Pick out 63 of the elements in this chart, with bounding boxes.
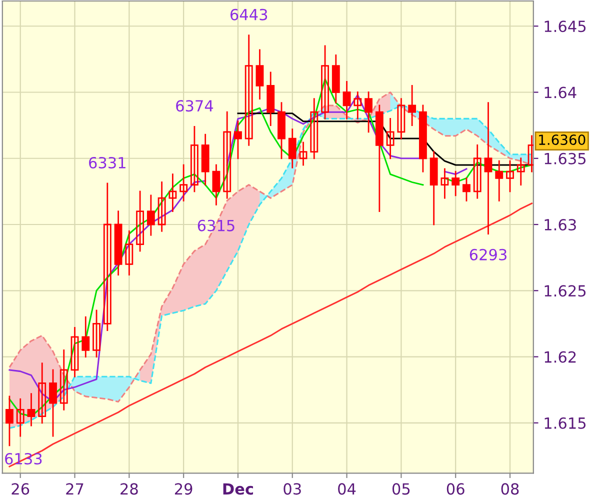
x-tick-label: 26 — [12, 483, 30, 495]
candlestick — [168, 174, 177, 212]
candlestick — [16, 398, 24, 437]
candlestick — [462, 178, 470, 202]
candlestick — [310, 98, 318, 160]
y-tick-label: 1.635 — [544, 152, 586, 164]
candlestick — [136, 190, 144, 252]
candlestick — [516, 158, 525, 186]
candlestick — [299, 142, 308, 166]
candlestick — [386, 118, 394, 160]
x-tick-label: 03 — [284, 483, 301, 495]
x-tick-label: 05 — [392, 483, 410, 495]
annotation: 6443 — [230, 8, 268, 20]
annotation: 6315 — [198, 220, 234, 232]
candlestick — [506, 160, 514, 192]
y-tick-label: 1.62 — [544, 351, 576, 363]
x-tick-label: 28 — [120, 483, 138, 495]
candlestick — [60, 349, 68, 410]
candlestick — [190, 126, 198, 192]
annotation: 6374 — [176, 100, 214, 112]
candlestick — [452, 170, 460, 196]
candlestick — [6, 396, 14, 446]
candlestick — [125, 230, 134, 276]
candlestick — [256, 49, 264, 100]
candlestick — [82, 316, 90, 358]
candlestick — [364, 92, 373, 133]
text: 1.6360 — [539, 134, 586, 146]
candlestick — [146, 194, 155, 236]
candlestick — [495, 160, 504, 202]
x-tick-label: 29 — [174, 483, 192, 495]
annotation: 6331 — [89, 156, 126, 168]
candlestick — [484, 102, 492, 234]
candlestick — [473, 144, 482, 199]
candlestick — [342, 80, 351, 120]
x-tick-label: 27 — [66, 483, 84, 494]
candlestick — [234, 120, 242, 160]
candlestick — [440, 168, 449, 199]
candlestick — [180, 164, 188, 202]
candlestick — [288, 128, 296, 168]
candlestick — [244, 34, 253, 146]
candlestick — [397, 98, 406, 140]
x-tick-label: 04 — [338, 483, 356, 495]
candlestick — [354, 92, 362, 120]
y-tick-label: 1.64 — [544, 86, 576, 98]
candlestick — [158, 181, 166, 232]
candlestick — [408, 84, 416, 126]
annotation: 6293 — [470, 248, 506, 260]
candlestick — [70, 326, 79, 378]
candlestick — [212, 164, 220, 206]
x-tick-label: Dec — [223, 483, 254, 495]
candlestick — [49, 369, 57, 437]
candlestick — [223, 111, 232, 199]
x-tick-label: 06 — [446, 483, 464, 495]
candlestick — [38, 362, 46, 424]
y-tick-label: 1.63 — [544, 218, 576, 231]
candlestick — [92, 310, 100, 358]
candlestick — [27, 393, 36, 426]
x-tick-label: 08 — [501, 483, 519, 495]
y-tick-label: 1.615 — [544, 417, 586, 429]
candlestick — [103, 182, 112, 332]
y-tick-label: 1.645 — [544, 20, 586, 32]
candlestick — [321, 45, 329, 120]
y-tick-label: 1.625 — [544, 285, 586, 297]
